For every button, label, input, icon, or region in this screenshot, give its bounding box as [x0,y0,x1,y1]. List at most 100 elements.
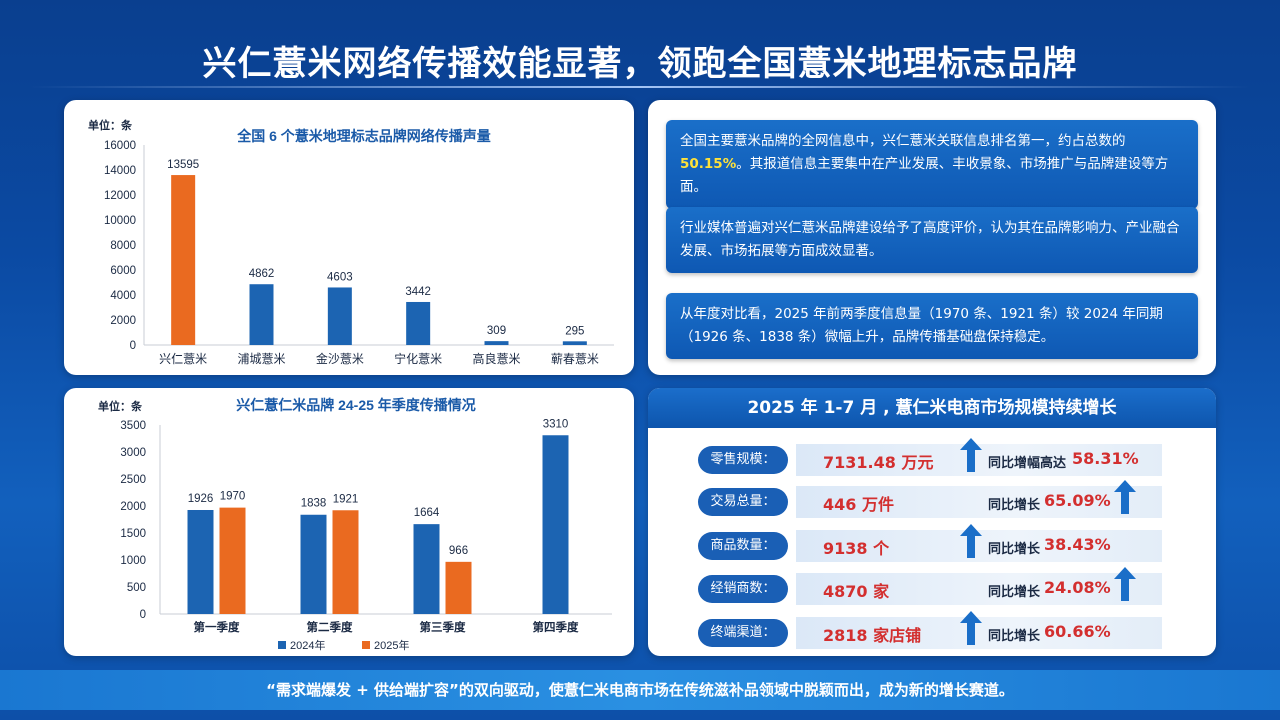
bar-value-label: 3442 [405,286,431,298]
bar [445,561,472,614]
chart2-title: 兴仁薏仁米品牌 24-25 年季度传播情况 [236,397,476,413]
bar [542,435,569,614]
y-tick-label: 0 [130,340,136,352]
insight-yearly-text: 从年度对比看，2025 年前两季度信息量（1970 条、1921 条）较 202… [680,306,1163,345]
x-tick-label: 浦城薏米 [237,352,285,366]
bar [413,524,440,614]
x-tick-label: 第三季度 [420,620,466,634]
x-tick-label: 蕲春薏米 [551,352,599,366]
stat-growth: 60.66% [1044,622,1111,641]
y-tick-label: 3500 [120,420,146,432]
stat-row-dealers: 经销商数： 4870 家 同比增长 24.08% [698,567,1168,605]
stat-value: 446 万件 [823,495,894,514]
bar-value-label: 3310 [543,418,569,430]
insight-ranking-highlight: 50.15% [680,156,737,172]
stat-label: 经销商数： [698,575,788,603]
y-tick-label: 4000 [110,290,136,302]
up-arrow-icon [1114,567,1136,601]
bar [327,287,352,345]
bar [484,341,509,345]
stat-label: 商品数量： [698,532,788,560]
market-panel: 2025 年 1-7 月 , 薏仁米电商市场规模持续增长 零售规模： 7131.… [648,388,1216,656]
x-tick-label: 第四季度 [533,620,579,634]
bar-value-label: 4862 [249,268,275,280]
chart2-unit-label: 单位：条 [98,399,143,413]
y-tick-label: 1000 [120,555,146,567]
x-tick-label: 第二季度 [307,620,353,634]
bar-value-label: 966 [449,545,468,557]
x-tick-label: 高良薏米 [472,351,520,366]
bar-value-label: 1926 [188,493,214,505]
stat-value: 2818 家店铺 [823,626,922,645]
stat-row-retail: 零售规模： 7131.48 万元 同比增幅高达 58.31% [698,438,1168,476]
stat-bar [796,573,1162,605]
x-tick-label: 兴仁薏米 [159,352,207,366]
stat-growth: 65.09% [1044,491,1111,510]
bar-value-label: 1921 [333,493,359,505]
stat-growth: 24.08% [1044,578,1111,597]
y-tick-label: 6000 [110,265,136,277]
stat-row-volume: 交易总量： 446 万件 同比增长 65.09% [698,480,1168,518]
bar-value-label: 13595 [167,159,199,171]
stat-growth-label: 同比增长 [988,498,1041,513]
legend-2025-swatch [362,641,370,649]
stat-value: 4870 家 [823,582,890,601]
x-tick-label: 金沙薏米 [316,351,364,366]
stat-value: 7131.48 万元 [823,453,934,472]
y-tick-label: 3000 [120,447,146,459]
legend-2025-label: 2025年 [374,638,409,652]
bar [219,507,246,614]
quarterly-chart: 单位：条 兴仁薏仁米品牌 24-25 年季度传播情况 0 500 1000 1500 2… [98,397,612,652]
stat-row-channels: 终端渠道： 2818 家店铺 同比增长 60.66% [698,611,1168,649]
x-tick-label: 第一季度 [194,620,240,634]
y-tick-label: 2000 [120,501,146,513]
stat-value: 9138 个 [823,539,890,558]
legend-2024-swatch [278,641,286,649]
insight-box-yearly: 从年度对比看，2025 年前两季度信息量（1970 条、1921 条）较 202… [666,293,1198,359]
insight-ranking-text: 全国主要薏米品牌的全网信息中，兴仁薏米关联信息排名第一，约占总数的 [680,133,1126,149]
brand-volume-panel: 单位：条 全国 6 个薏米地理标志品牌网络传播声量 0 2000 4000 6000 8… [64,100,634,375]
stat-growth-label: 同比增幅高达 [988,456,1067,471]
bar-value-label: 1970 [220,491,246,503]
up-arrow-icon [960,611,982,645]
stat-growth: 38.43% [1044,535,1111,554]
stat-label: 交易总量： [698,488,788,516]
y-tick-label: 0 [140,609,146,621]
bar [171,175,196,345]
bar [300,514,327,614]
y-tick-label: 1500 [120,528,146,540]
insight-ranking-text-end: 。其报道信息主要集中在产业发展、丰收景象、市场推广与品牌建设等方面。 [680,156,1169,195]
up-arrow-icon [960,438,982,472]
y-tick-label: 12000 [104,190,136,202]
footer-banner: “需求端爆发 + 供给端扩容”的双向驱动，使薏仁米电商市场在传统滋补品领域中脱颖… [0,670,1280,710]
up-arrow-icon [1114,480,1136,514]
stat-label: 终端渠道： [698,619,788,647]
bar-value-label: 295 [565,325,584,337]
y-tick-label: 14000 [104,165,136,177]
bar [187,509,214,614]
y-tick-label: 10000 [104,215,136,227]
insight-box-ranking: 全国主要薏米品牌的全网信息中，兴仁薏米关联信息排名第一，约占总数的 50.15%。… [666,120,1198,209]
stat-row-products: 商品数量： 9138 个 同比增长 38.43% [698,524,1168,562]
title-divider [30,86,1250,88]
legend-2024-label: 2024年 [290,638,325,652]
page-title: 兴仁薏米网络传播效能显著，领跑全国薏米地理标志品牌 [202,44,1078,84]
bar [406,301,431,345]
y-tick-label: 2000 [110,315,136,327]
bar-value-label: 309 [487,325,506,337]
bar [332,510,359,614]
up-arrow-icon [960,524,982,558]
quarterly-panel: 单位：条 兴仁薏仁米品牌 24-25 年季度传播情况 0 500 1000 1500 2… [64,388,634,656]
chart1-unit-label: 单位：条 [88,118,133,132]
stat-growth-label: 同比增长 [988,629,1041,644]
market-title: 2025 年 1-7 月 , 薏仁米电商市场规模持续增长 [648,388,1216,428]
stat-label: 零售规模： [698,446,788,474]
insight-panel: 全国主要薏米品牌的全网信息中，兴仁薏米关联信息排名第一，约占总数的 50.15%。… [648,100,1216,375]
x-tick-label: 宁化薏米 [394,351,442,366]
insight-media-text: 行业媒体普遍对兴仁薏米品牌建设给予了高度评价，认为其在品牌影响力、产业融合发展、… [680,220,1180,259]
stat-growth: 58.31% [1072,449,1139,468]
stat-bar [796,486,1162,518]
brand-volume-chart: 单位：条 全国 6 个薏米地理标志品牌网络传播声量 0 2000 4000 6000 8… [88,118,614,366]
stat-growth-label: 同比增长 [988,542,1041,557]
y-tick-label: 2500 [120,474,146,486]
